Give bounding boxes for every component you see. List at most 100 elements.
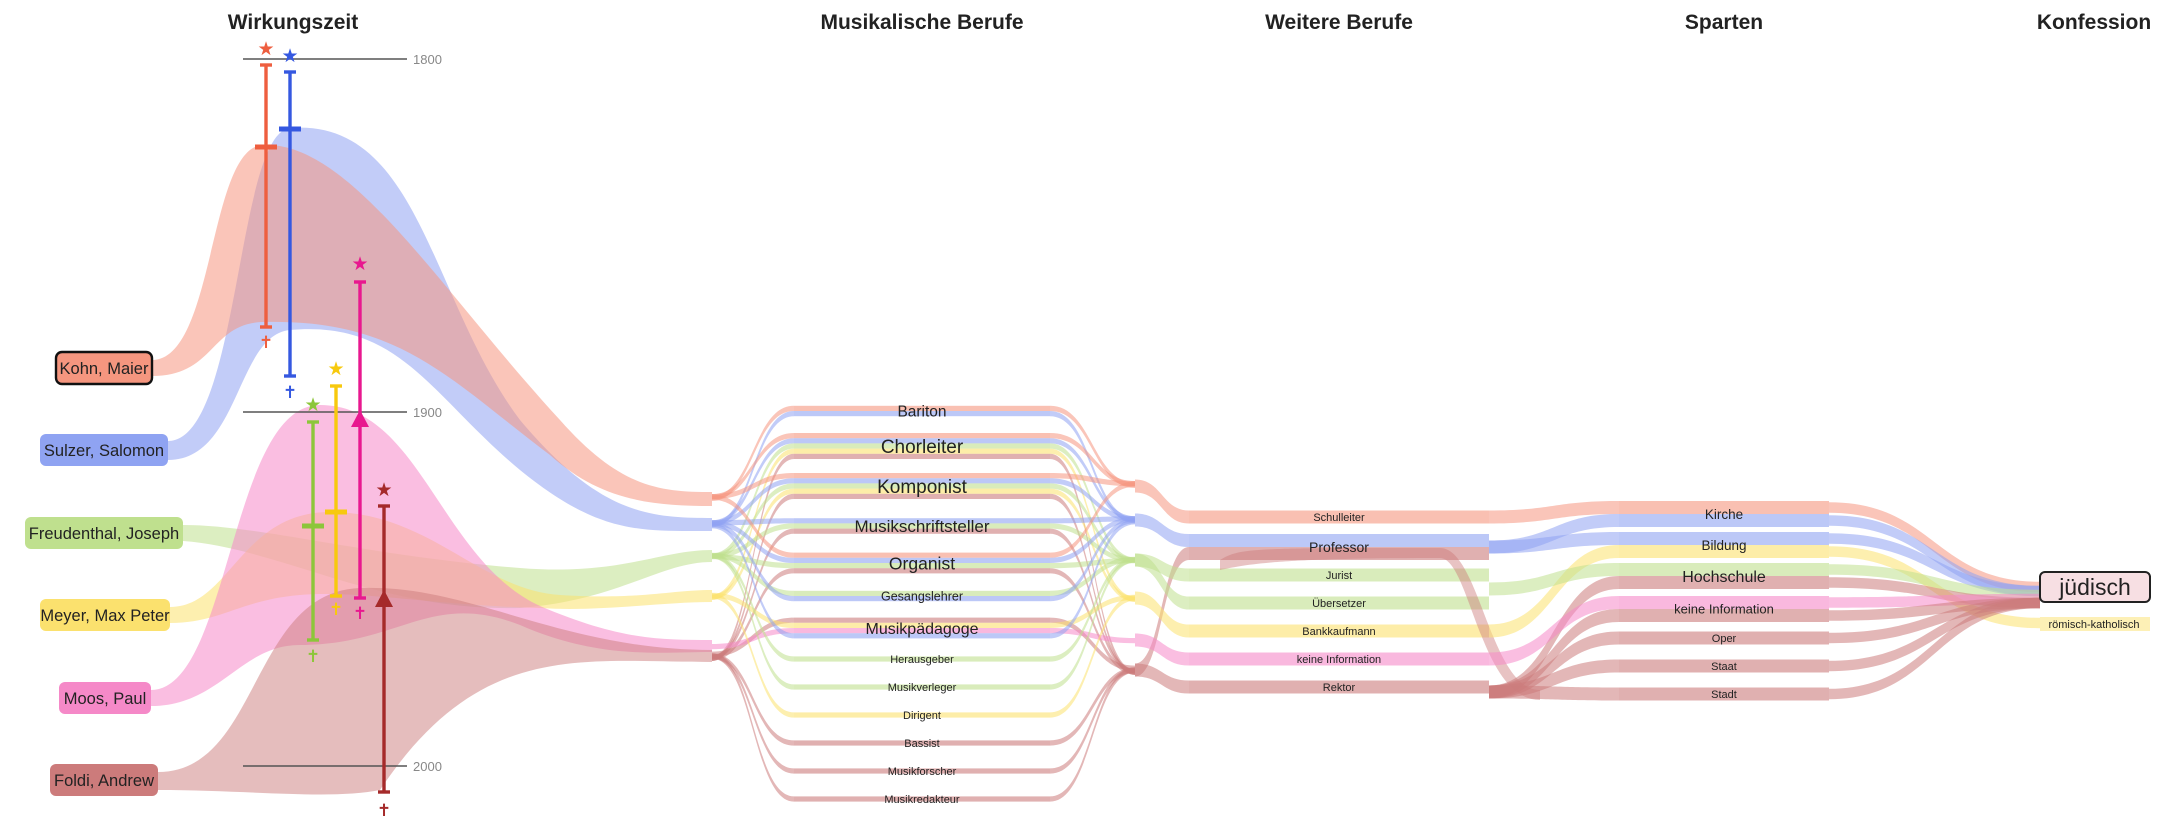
person-name-foldi: Foldi, Andrew <box>54 772 154 790</box>
ribbon-out-musikpaedagoge-moos <box>1050 628 1135 644</box>
node-sparte-oper[interactable]: Oper <box>1712 633 1737 645</box>
node-sparte-keine-information[interactable]: keine Information <box>1674 602 1774 617</box>
ribbon-in-musikredakteur-foldi <box>712 653 794 802</box>
person-node-meyer[interactable]: Meyer, Max Peter <box>40 599 170 631</box>
triangle-up-icon <box>351 410 369 427</box>
ribbon-out-sparte-kirche-sulzer <box>1829 515 2040 597</box>
node-weiterer-beruf-professor[interactable]: Professor <box>1309 539 1369 555</box>
person-name-meyer: Meyer, Max Peter <box>40 607 170 625</box>
ribbon-in-gesangslehrer-sulzer <box>712 522 794 602</box>
ribbon-out-komponist-sulzer <box>1050 478 1135 522</box>
flow-kohn <box>152 144 712 506</box>
node-weiterer-beruf-jurist[interactable]: Jurist <box>1326 570 1352 582</box>
ribbon-mid-sparte-kirche-kohn <box>1619 501 1829 514</box>
ribbon-mid-sparte-keine-information-foldi <box>1619 609 1829 622</box>
node-weiterer-beruf-rektor[interactable]: Rektor <box>1323 682 1356 694</box>
ribbon-in-organist-foldi <box>712 568 794 661</box>
ribbon-out-sparte-staat-foldi <box>1829 597 2040 672</box>
node-sparte-staat[interactable]: Staat <box>1711 661 1737 673</box>
node-sparte-stadt[interactable]: Stadt <box>1711 689 1737 701</box>
ribbon-mid-musikschriftsteller-freudenthal <box>794 523 1050 529</box>
node-weiterer-beruf-uebersetzer[interactable]: Übersetzer <box>1312 598 1366 610</box>
ribbon-out-chorleiter-freudenthal <box>1050 443 1135 563</box>
timeline-tick-1800: 1800 <box>413 52 442 67</box>
node-weiterer-beruf-keine-information[interactable]: keine Information <box>1297 654 1381 666</box>
ribbon-out-musikpaedagoge-foldi <box>1050 617 1135 671</box>
person-node-kohn[interactable]: Kohn, Maier <box>54 350 154 386</box>
node-sparte-kirche[interactable]: Kirche <box>1705 507 1743 522</box>
person-node-sulzer[interactable]: Sulzer, Salomon <box>40 434 168 466</box>
ribbon-mid-chorleiter-kohn <box>794 433 1050 439</box>
ribbon-mid-sparte-kirche-sulzer <box>1619 514 1829 527</box>
node-musikberuf-herausgeber[interactable]: Herausgeber <box>890 654 954 666</box>
ribbon-in-bariton-kohn <box>712 405 794 501</box>
person-node-box-kohn[interactable] <box>54 350 154 386</box>
ribbon-mid-komponist-foldi <box>794 493 1050 499</box>
node-konfession-roemisch-katholisch-bar <box>2040 617 2150 631</box>
ribbon-mid-other-schulleiter-kohn <box>1189 510 1489 524</box>
node-musikberuf-komponist[interactable]: Komponist <box>877 477 967 498</box>
ribbon-out-komponist-foldi <box>1050 493 1135 675</box>
node-konfession-juedisch-box[interactable] <box>2039 571 2151 603</box>
ribbon-out-organist-kohn <box>1050 481 1135 558</box>
node-musikberuf-musikforscher[interactable]: Musikforscher <box>888 766 957 778</box>
node-konfession-roemisch-katholisch[interactable]: römisch-katholisch <box>2048 619 2139 631</box>
person-node-foldi[interactable]: Foldi, Andrew <box>50 764 158 796</box>
star-icon: ★ <box>304 394 321 416</box>
ribbon-in-sparte-oper-foldi <box>1489 631 1619 699</box>
ribbon-out-bariton-sulzer <box>1050 411 1135 524</box>
person-name-sulzer: Sulzer, Salomon <box>44 442 164 460</box>
node-musikberuf-musikschriftsteller[interactable]: Musikschriftsteller <box>854 517 989 536</box>
node-musikberuf-organist[interactable]: Organist <box>889 553 955 573</box>
flow-layer <box>151 127 712 795</box>
ribbon-in-komponist-sulzer <box>712 478 794 526</box>
ribbon-mid-sparte-hochschule-foldi <box>1619 576 1829 589</box>
person-node-box-meyer[interactable] <box>40 599 170 631</box>
ribbon-mid-bariton-kohn <box>794 405 1050 411</box>
node-musikberuf-musikredakteur[interactable]: Musikredakteur <box>884 794 960 806</box>
ribbon-in-bassist-foldi <box>712 653 794 746</box>
node-musikberuf-musikpaedagoge[interactable]: Musikpädagoge <box>866 621 979 638</box>
ribbon-out-organist-sulzer <box>1050 516 1135 563</box>
node-musikberuf-bassist[interactable]: Bassist <box>904 738 939 750</box>
ribbon-mid-musikpaedagoge-foldi <box>794 617 1050 623</box>
ribbon-out-bassist-foldi <box>1050 667 1135 746</box>
ribbon-in-sparte-keine-information-foldi <box>1489 609 1619 699</box>
ribbon-out-sparte-bildung-sulzer <box>1829 533 2040 597</box>
ribbon-mid-sparte-stadt-foldi <box>1619 687 1829 701</box>
person-node-moos[interactable]: Moos, Paul <box>59 682 151 714</box>
ribbon-in-musikverleger-freudenthal <box>712 553 794 690</box>
ribbon-in-chorleiter-kohn <box>712 433 794 500</box>
timeline-axis: 1800 1900 2000 <box>243 52 442 774</box>
column-header-sparten: Sparten <box>1685 11 1763 34</box>
person-node-box-foldi[interactable] <box>50 764 158 796</box>
ribbon-in-sparte-bildung-meyer <box>1489 545 1619 638</box>
ribbon-mid-other-rektor-foldi <box>1189 680 1489 694</box>
person-node-box-freudenthal[interactable] <box>25 517 183 549</box>
person-node-box-moos[interactable] <box>59 682 151 714</box>
node-konfession-juedisch[interactable]: jüdisch <box>2058 574 2131 600</box>
node-musikberuf-musikverleger[interactable]: Musikverleger <box>888 682 957 694</box>
person-node-freudenthal[interactable]: Freudenthal, Joseph <box>25 517 183 549</box>
node-musikberuf-bariton[interactable]: Bariton <box>897 404 946 421</box>
column-header-weitere-berufe: Weitere Berufe <box>1265 11 1413 34</box>
node-musikberuf-chorleiter[interactable]: Chorleiter <box>881 437 964 458</box>
ribbon-mid-komponist-meyer <box>794 488 1050 494</box>
ribbon-mid-musikpaedagoge-sulzer <box>794 633 1050 639</box>
profession-flow-layer <box>712 405 2040 802</box>
konfession-node-layer: jüdisch römisch-katholisch <box>2039 571 2151 631</box>
ribbon-mid-sparte-bildung-sulzer <box>1619 532 1829 545</box>
person-name-moos: Moos, Paul <box>64 690 147 708</box>
ribbon-mid-musikpaedagoge-meyer <box>794 622 1050 628</box>
timeline-tick-1900: 1900 <box>413 405 442 420</box>
node-sparte-hochschule[interactable]: Hochschule <box>1682 569 1766 586</box>
node-musikberuf-gesangslehrer[interactable]: Gesangslehrer <box>881 590 963 604</box>
ribbon-out-herausgeber-freudenthal <box>1050 557 1135 662</box>
person-node-box-sulzer[interactable] <box>40 434 168 466</box>
node-musikberuf-dirigent[interactable]: Dirigent <box>903 710 941 722</box>
ribbon-out-musikverleger-freudenthal <box>1050 557 1135 690</box>
ribbon-out-musikschriftsteller-freudenthal <box>1050 523 1135 563</box>
node-weiterer-beruf-bankkaufmann[interactable]: Bankkaufmann <box>1302 626 1375 638</box>
node-sparte-bildung[interactable]: Bildung <box>1701 538 1746 553</box>
node-weiterer-beruf-schulleiter[interactable]: Schulleiter <box>1313 512 1365 524</box>
